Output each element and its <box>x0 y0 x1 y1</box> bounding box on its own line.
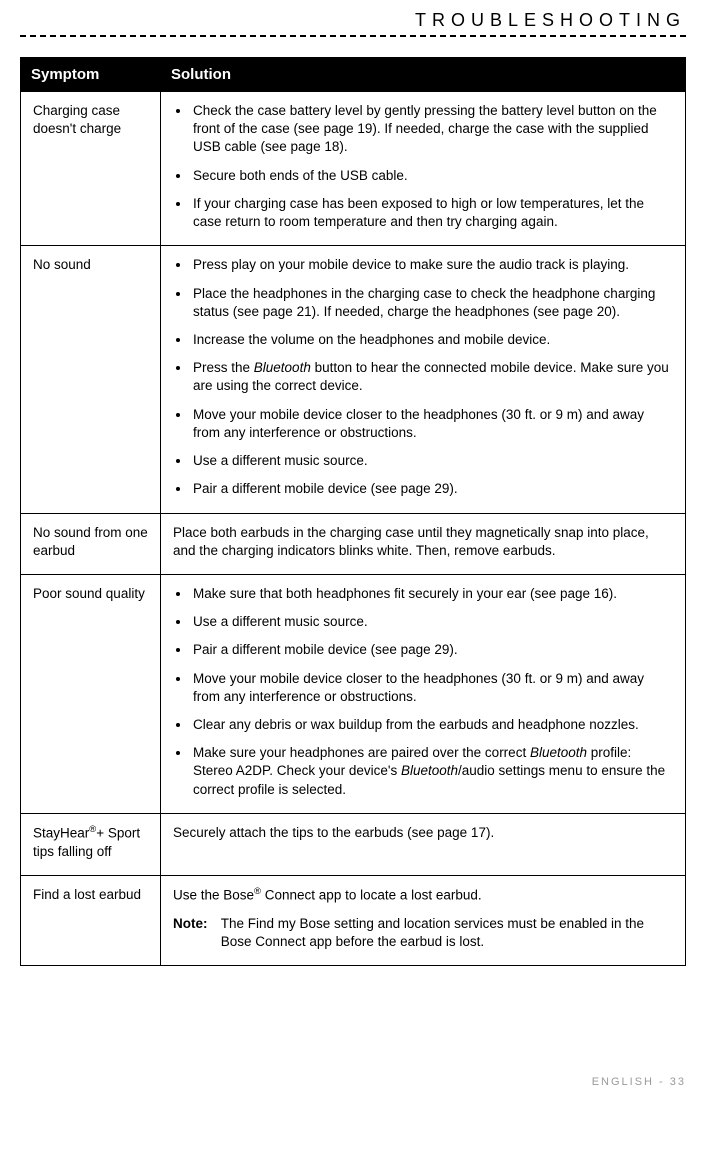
symptom-cell: Charging case doesn't charge <box>21 92 161 246</box>
solution-cell: Check the case battery level by gently p… <box>161 92 686 246</box>
symptom-cell: No sound from one earbud <box>21 513 161 574</box>
solution-item: Clear any debris or wax buildup from the… <box>191 716 673 734</box>
note-row: Note: The Find my Bose setting and locat… <box>173 915 673 951</box>
solution-item: If your charging case has been exposed t… <box>191 195 673 231</box>
symptom-cell: Find a lost earbud <box>21 875 161 965</box>
table-row: Find a lost earbud Use the Bose® Connect… <box>21 875 686 965</box>
solution-cell: Place both earbuds in the charging case … <box>161 513 686 574</box>
symptom-cell: No sound <box>21 246 161 513</box>
solution-item: Pair a different mobile device (see page… <box>191 641 673 659</box>
page: TROUBLESHOOTING Symptom Solution Chargin… <box>0 0 706 1108</box>
solution-item: Make sure that both headphones fit secur… <box>191 585 673 603</box>
solution-item: Use a different music source. <box>191 613 673 631</box>
troubleshooting-table: Symptom Solution Charging case doesn't c… <box>20 57 686 966</box>
solution-list: Press play on your mobile device to make… <box>173 256 673 498</box>
col-header-solution: Solution <box>161 58 686 92</box>
symptom-cell: StayHear®+ Sport tips falling off <box>21 813 161 875</box>
table-row: Poor sound quality Make sure that both h… <box>21 574 686 813</box>
solution-item: Press the Bluetooth button to hear the c… <box>191 359 673 395</box>
table-row: No sound Press play on your mobile devic… <box>21 246 686 513</box>
note-text: The Find my Bose setting and location se… <box>221 915 673 951</box>
solution-list: Make sure that both headphones fit secur… <box>173 585 673 799</box>
solution-cell: Press play on your mobile device to make… <box>161 246 686 513</box>
col-header-symptom: Symptom <box>21 58 161 92</box>
symptom-cell: Poor sound quality <box>21 574 161 813</box>
page-footer: ENGLISH - 33 <box>20 1076 686 1088</box>
note-label: Note: <box>173 915 217 933</box>
solution-item: Press play on your mobile device to make… <box>191 256 673 274</box>
solution-item: Move your mobile device closer to the he… <box>191 670 673 706</box>
solution-cell: Securely attach the tips to the earbuds … <box>161 813 686 875</box>
solution-cell: Use the Bose® Connect app to locate a lo… <box>161 875 686 965</box>
solution-item: Place the headphones in the charging cas… <box>191 285 673 321</box>
divider-dashed <box>20 35 686 37</box>
solution-item: Pair a different mobile device (see page… <box>191 480 673 498</box>
table-row: No sound from one earbud Place both earb… <box>21 513 686 574</box>
table-row: StayHear®+ Sport tips falling off Secure… <box>21 813 686 875</box>
table-header-row: Symptom Solution <box>21 58 686 92</box>
section-title: TROUBLESHOOTING <box>20 10 686 31</box>
solution-item: Make sure your headphones are paired ove… <box>191 744 673 799</box>
solution-item: Use a different music source. <box>191 452 673 470</box>
solution-item: Check the case battery level by gently p… <box>191 102 673 157</box>
solution-cell: Make sure that both headphones fit secur… <box>161 574 686 813</box>
solution-list: Check the case battery level by gently p… <box>173 102 673 231</box>
solution-item: Secure both ends of the USB cable. <box>191 167 673 185</box>
solution-text: Use the Bose® Connect app to locate a lo… <box>173 886 673 905</box>
solution-item: Increase the volume on the headphones an… <box>191 331 673 349</box>
table-row: Charging case doesn't charge Check the c… <box>21 92 686 246</box>
solution-item: Move your mobile device closer to the he… <box>191 406 673 442</box>
